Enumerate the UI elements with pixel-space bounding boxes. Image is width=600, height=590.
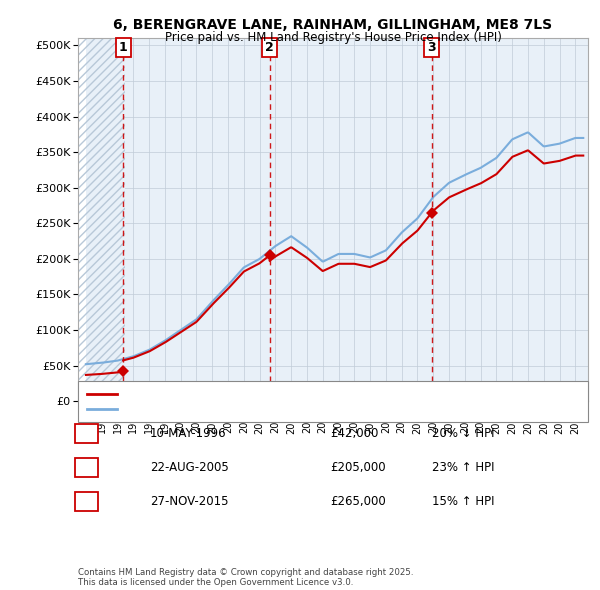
Text: 6, BERENGRAVE LANE, RAINHAM, GILLINGHAM, ME8 7LS (semi-detached house): 6, BERENGRAVE LANE, RAINHAM, GILLINGHAM,… (122, 389, 537, 398)
Text: 15% ↑ HPI: 15% ↑ HPI (432, 495, 494, 508)
Bar (86, 38, 125, 401)
Text: 22-AUG-2005: 22-AUG-2005 (150, 461, 229, 474)
Text: 2: 2 (82, 461, 91, 474)
Text: 23% ↑ HPI: 23% ↑ HPI (432, 461, 494, 474)
Text: 3: 3 (82, 495, 91, 508)
Bar (78, 38, 86, 401)
Text: 20% ↓ HPI: 20% ↓ HPI (432, 427, 494, 440)
Text: £205,000: £205,000 (330, 461, 386, 474)
Text: 6, BERENGRAVE LANE, RAINHAM, GILLINGHAM, ME8 7LS: 6, BERENGRAVE LANE, RAINHAM, GILLINGHAM,… (113, 18, 553, 32)
Text: 1: 1 (119, 41, 128, 54)
Text: 10-MAY-1996: 10-MAY-1996 (150, 427, 227, 440)
Text: £42,000: £42,000 (330, 427, 379, 440)
Text: 1: 1 (82, 427, 91, 440)
Text: Contains HM Land Registry data © Crown copyright and database right 2025.
This d: Contains HM Land Registry data © Crown c… (78, 568, 413, 587)
Text: HPI: Average price, semi-detached house, Medway: HPI: Average price, semi-detached house,… (122, 404, 386, 414)
Text: 2: 2 (265, 41, 274, 54)
Text: 27-NOV-2015: 27-NOV-2015 (150, 495, 229, 508)
Text: Price paid vs. HM Land Registry's House Price Index (HPI): Price paid vs. HM Land Registry's House … (164, 31, 502, 44)
Text: £265,000: £265,000 (330, 495, 386, 508)
Text: 3: 3 (427, 41, 436, 54)
